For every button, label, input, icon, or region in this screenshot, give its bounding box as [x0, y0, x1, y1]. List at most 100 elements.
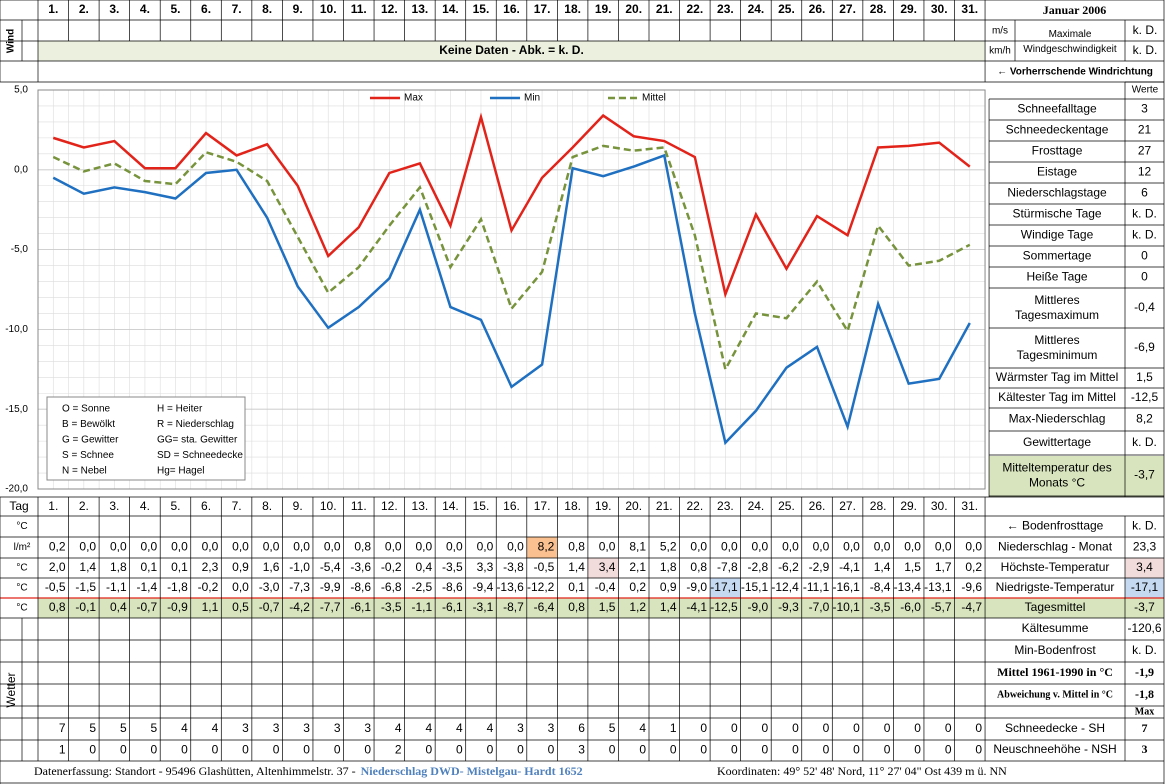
stat-label: Stürmische Tage	[1012, 207, 1101, 221]
precip-cell: 8,2	[538, 540, 555, 554]
precip-cell: 0,0	[171, 540, 188, 554]
day-header: 1.	[48, 2, 58, 16]
temp-cell: -4,1	[686, 600, 707, 614]
temp-cell: -2,9	[809, 560, 830, 574]
stat-value: k. D.	[1132, 207, 1157, 221]
temp-cell: -3,5	[381, 600, 402, 614]
nsh-cell: 0	[487, 743, 494, 757]
day-header: 27.	[839, 2, 856, 16]
stat-label: Frosttage	[1032, 144, 1083, 158]
temp-cell: -1,5	[75, 580, 96, 594]
sh-cell: 4	[456, 721, 463, 735]
day-header: 31.	[961, 2, 978, 16]
nsh-cell: 0	[151, 743, 158, 757]
temp-cell: -15,1	[741, 580, 769, 594]
nsh-cell: 0	[853, 743, 860, 757]
temp-cell: -8,4	[870, 580, 891, 594]
precip-cell: 0,0	[752, 540, 769, 554]
nsh-cell: 0	[303, 743, 310, 757]
precip-cell: 0,0	[324, 540, 341, 554]
footer-text: Datenerfassung: Standort - 95496 Glashüt…	[34, 764, 356, 778]
nsh-cell: 0	[670, 743, 677, 757]
unit-kmh: km/h	[989, 46, 1011, 57]
precip-cell: 0,0	[843, 540, 860, 554]
wind-max-label: Maximale Windgeschwindigkeit	[1023, 29, 1117, 55]
series-line	[52, 144, 971, 373]
day-label: 11.	[351, 499, 367, 513]
sh-cell: 3	[364, 721, 371, 735]
precip-cell: 0,0	[599, 540, 616, 554]
stat-label: Heiße Tage	[1026, 270, 1087, 284]
sh-cell: 5	[120, 721, 127, 735]
nsh-cell: 0	[762, 743, 769, 757]
day-header: 23.	[717, 2, 734, 16]
temp-cell: 0,0	[232, 580, 249, 594]
precip-cell: 0,0	[965, 540, 982, 554]
day-header: 5.	[170, 2, 180, 16]
temp-cell: -12,5	[710, 600, 738, 614]
day-label: 28.	[870, 499, 887, 513]
temp-cell: -13,4	[894, 580, 922, 594]
stat-label: Mitteltemperatur des Monats °C	[1002, 461, 1111, 490]
precip-cell: 0,0	[141, 540, 158, 554]
right-row-value: k. D.	[1132, 519, 1157, 533]
sh-cell: 4	[425, 721, 432, 735]
day-header: 7.	[232, 2, 242, 16]
day-label: 5.	[170, 499, 180, 513]
sh-cell: 0	[762, 721, 769, 735]
nsh-cell: 0	[792, 743, 799, 757]
unit-label: °C	[16, 563, 27, 574]
precip-cell: 0,0	[935, 540, 952, 554]
sh-cell: 0	[792, 721, 799, 735]
day-label: 6.	[201, 499, 211, 513]
temp-cell: -10,1	[832, 600, 860, 614]
right-row-label: Niederschlag - Monat	[998, 540, 1113, 554]
right-row-label: ← Bodenfrosttage	[1007, 519, 1104, 533]
sh-cell: 3	[334, 721, 341, 735]
temp-cell: 1,7	[935, 560, 952, 574]
day-header: 25.	[778, 2, 795, 16]
day-header: 20.	[625, 2, 642, 16]
temp-cell: -3,1	[473, 600, 494, 614]
precip-cell: 0,0	[477, 540, 494, 554]
temp-cell: 0,1	[171, 560, 188, 574]
nsh-cell: 1	[59, 743, 66, 757]
stat-value: 0	[1141, 270, 1148, 284]
precip-cell: 0,0	[110, 540, 127, 554]
temp-cell: -3,0	[259, 580, 280, 594]
right-row-label: Höchste-Temperatur	[1001, 560, 1110, 574]
sh-cell: 5	[151, 721, 158, 735]
temp-cell: -12,4	[771, 580, 799, 594]
stat-value: 12	[1138, 165, 1152, 179]
nsh-cell: 0	[517, 743, 524, 757]
day-label: 30.	[931, 499, 948, 513]
sh-cell: 0	[914, 721, 921, 735]
cell-bg	[985, 598, 1164, 618]
temp-cell: -7,0	[809, 600, 830, 614]
temp-cell: -6,1	[350, 600, 371, 614]
wind-label: Wind	[6, 29, 17, 53]
day-header: 13.	[412, 2, 429, 16]
unit-label: °C	[16, 583, 27, 594]
sh-cell: 7	[59, 721, 66, 735]
stat-label: Eistage	[1037, 165, 1077, 179]
y-tick-label: 0,0	[14, 164, 28, 175]
day-header: 16.	[503, 2, 520, 16]
y-tick-label: 5,0	[14, 85, 28, 96]
sh-cell: 5	[609, 721, 616, 735]
y-tick-label: -15,0	[5, 404, 28, 415]
temp-cell: -11,1	[803, 580, 830, 594]
temp-cell: 0,4	[415, 560, 432, 574]
temp-cell: -1,8	[167, 580, 188, 594]
temp-cell: -7,7	[320, 600, 341, 614]
temp-cell: -3,5	[870, 600, 891, 614]
day-header: 19.	[595, 2, 612, 16]
day-header: 21.	[656, 2, 673, 16]
nsh-cell: 0	[89, 743, 96, 757]
nsh-label: Neuschneehöhe - NSH	[993, 742, 1116, 756]
day-header: 11.	[351, 2, 367, 16]
precip-cell: 0,0	[263, 540, 280, 554]
temp-cell: -6,0	[900, 600, 921, 614]
cell-bg	[587, 558, 619, 578]
cell-bg	[1125, 558, 1164, 578]
